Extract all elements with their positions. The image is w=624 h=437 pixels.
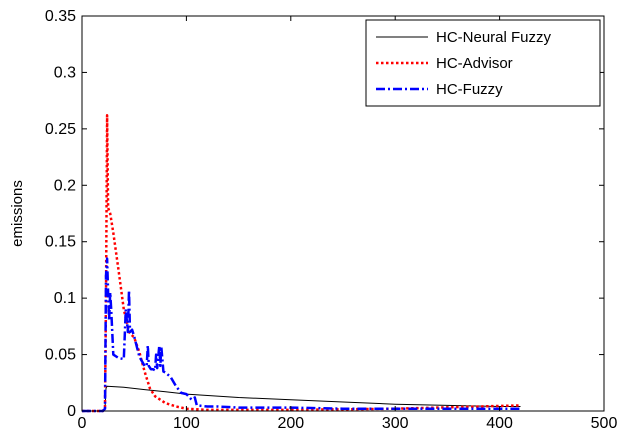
y-tick-label: 0.15 (45, 234, 76, 251)
legend-label: HC-Neural Fuzzy (436, 29, 552, 46)
y-axis-label: emissions (9, 180, 26, 247)
y-tick-label: 0 (67, 403, 76, 420)
x-tick-label: 200 (277, 415, 304, 432)
x-tick-label: 0 (78, 415, 87, 432)
x-tick-label: 100 (173, 415, 200, 432)
y-tick-label: 0.35 (45, 8, 76, 25)
ticks-layer: 0 100 200 300 400 500 0 0.05 0.1 0.15 0.2 0.25 0.3 0.… (45, 8, 618, 432)
legend-box (365, 19, 601, 107)
series-line-3 (82, 257, 521, 413)
legend: HC-Neural Fuzzy HC-Advisor HC-Fuzzy (365, 19, 601, 107)
legend-label: HC-Advisor (436, 55, 513, 72)
x-tick-label: 400 (486, 415, 513, 432)
y-tick-label: 0.1 (54, 290, 76, 307)
plot-area-frame (81, 15, 605, 412)
series-line-1 (82, 385, 521, 412)
y-tick-label: 0.25 (45, 121, 76, 138)
y-tick-label: 0.3 (54, 64, 76, 81)
plot-layer (82, 114, 521, 413)
legend-label: HC-Fuzzy (436, 81, 503, 98)
y-tick-label: 0.2 (54, 177, 76, 194)
x-tick-label: 300 (382, 415, 409, 432)
x-tick-label: 500 (591, 415, 618, 432)
y-tick-label: 0.05 (45, 347, 76, 364)
series-line-2 (82, 114, 521, 413)
